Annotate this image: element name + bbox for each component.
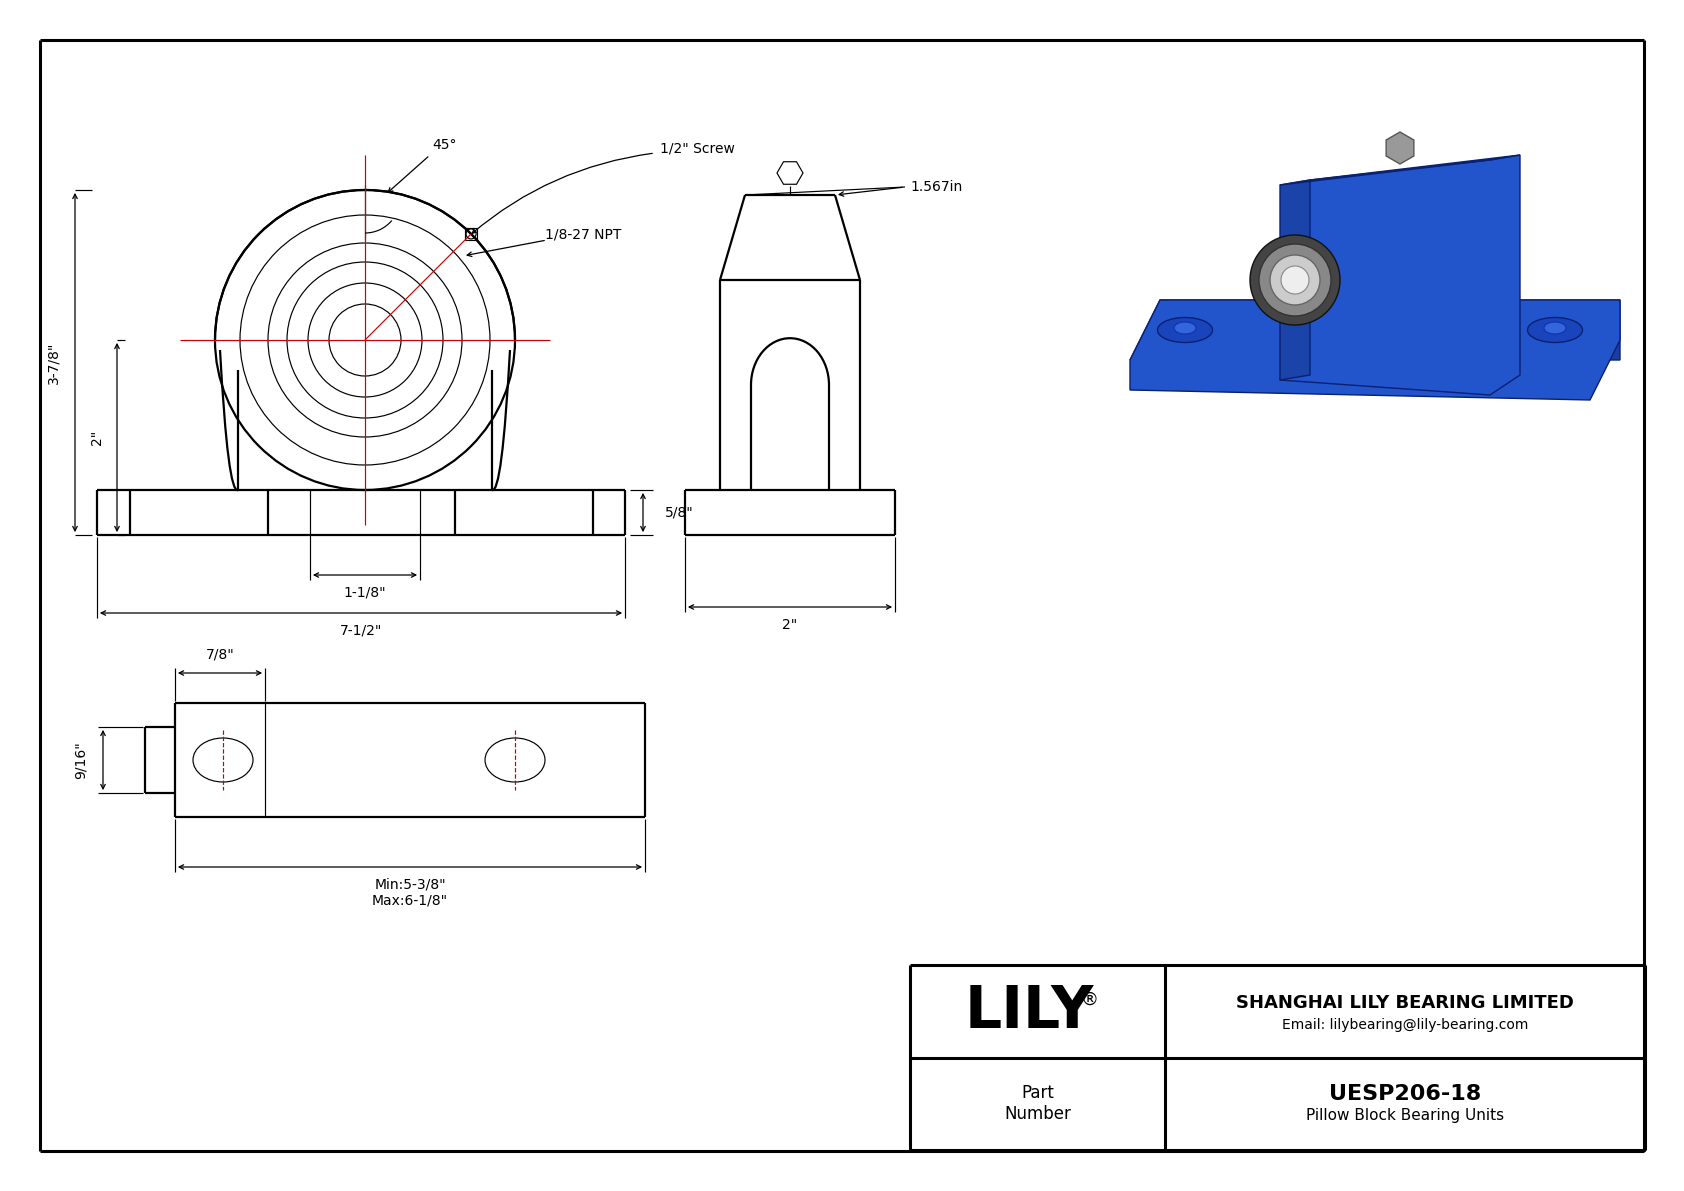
Ellipse shape	[1527, 318, 1583, 343]
Text: 1/2" Screw: 1/2" Screw	[660, 141, 734, 155]
Ellipse shape	[1544, 322, 1566, 333]
Polygon shape	[1280, 155, 1521, 395]
Ellipse shape	[1250, 235, 1340, 325]
Polygon shape	[1280, 155, 1521, 185]
Ellipse shape	[1282, 266, 1308, 294]
Text: LILY: LILY	[965, 983, 1095, 1040]
Polygon shape	[1280, 180, 1310, 380]
Text: 7-1/2": 7-1/2"	[340, 624, 382, 638]
Text: 3-7/8": 3-7/8"	[45, 342, 61, 384]
Text: Min:5-3/8": Min:5-3/8"	[374, 878, 446, 892]
Polygon shape	[1130, 300, 1620, 400]
Text: SHANGHAI LILY BEARING LIMITED: SHANGHAI LILY BEARING LIMITED	[1236, 994, 1575, 1012]
Text: Max:6-1/8": Max:6-1/8"	[372, 894, 448, 908]
Text: 2": 2"	[89, 430, 104, 445]
Text: 5/8": 5/8"	[665, 505, 694, 519]
Ellipse shape	[1260, 244, 1330, 316]
Text: 7/8": 7/8"	[205, 648, 234, 662]
Ellipse shape	[1270, 255, 1320, 305]
Text: 45°: 45°	[433, 138, 458, 152]
Text: 1/8-27 NPT: 1/8-27 NPT	[546, 227, 621, 242]
Ellipse shape	[1174, 322, 1196, 333]
Text: 1-1/8": 1-1/8"	[344, 586, 386, 600]
Text: UESP206-18: UESP206-18	[1329, 1084, 1482, 1104]
Text: Pillow Block Bearing Units: Pillow Block Bearing Units	[1305, 1109, 1504, 1123]
Text: 2": 2"	[783, 618, 798, 632]
Text: Part
Number: Part Number	[1004, 1084, 1071, 1123]
Text: 1.567in: 1.567in	[909, 180, 962, 194]
Polygon shape	[1130, 300, 1620, 360]
Ellipse shape	[1157, 318, 1212, 343]
Text: 9/16": 9/16"	[74, 741, 88, 779]
Text: Email: lilybearing@lily-bearing.com: Email: lilybearing@lily-bearing.com	[1282, 1018, 1527, 1033]
Text: ®: ®	[1081, 990, 1098, 1009]
